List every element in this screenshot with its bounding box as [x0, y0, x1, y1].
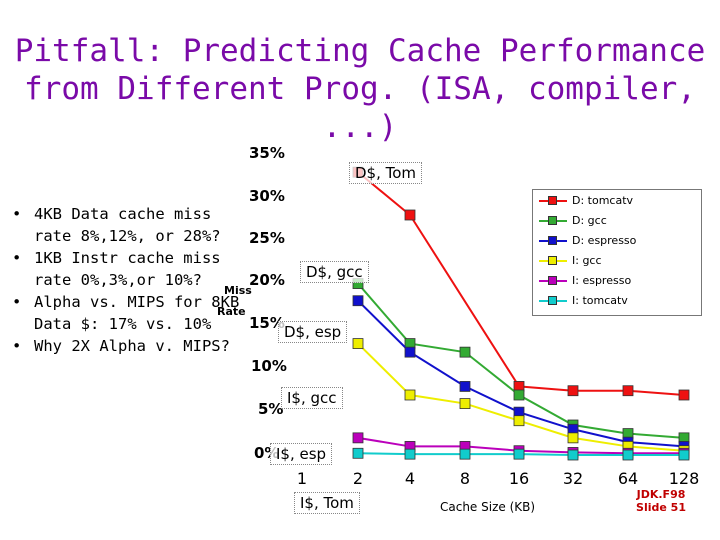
footer-slide-number: Slide 51 — [636, 501, 686, 514]
bullet-item: 4KB Data cache miss rate 8%,12%, or 28%? — [12, 203, 242, 247]
annotation-d-esp: D$, esp — [278, 321, 348, 343]
y-axis-label-miss: Miss — [224, 284, 252, 297]
series-point — [352, 447, 364, 459]
x-tick-label: 16 — [508, 469, 530, 488]
series-point — [404, 389, 416, 401]
series-point — [459, 346, 471, 358]
legend-label: D: tomcatv — [572, 194, 634, 207]
annotation-d-gcc: D$, gcc — [300, 261, 369, 283]
series-point — [459, 448, 471, 460]
y-tick-label: 35% — [249, 144, 285, 162]
series-point — [567, 449, 579, 461]
title-line-2: from Different Prog. (ISA, compiler, — [24, 71, 696, 107]
x-tick-label: 32 — [562, 469, 584, 488]
series-point — [678, 389, 690, 401]
series-point — [567, 432, 579, 444]
bullet-list: 4KB Data cache miss rate 8%,12%, or 28%?… — [12, 203, 242, 357]
y-tick-label: 5% — [258, 400, 284, 418]
series-point — [622, 385, 634, 397]
series-point — [622, 449, 634, 461]
legend-marker — [548, 276, 557, 285]
series-point — [513, 389, 525, 401]
title-line-1: Pitfall: Predicting Cache Performance — [14, 33, 706, 69]
series-point — [678, 449, 690, 461]
series-point — [567, 385, 579, 397]
legend-label: I: espresso — [572, 274, 632, 287]
series-point — [352, 338, 364, 349]
legend-marker — [548, 236, 557, 245]
chart-legend: D: tomcatv D: gcc D: espresso I: gcc I: … — [532, 189, 702, 316]
y-tick-label: 10% — [251, 357, 287, 375]
slide-title: Pitfall: Predicting Cache Performance fr… — [0, 32, 720, 146]
y-tick-label: 25% — [249, 229, 285, 247]
annotation-i-gcc: I$, gcc — [281, 387, 343, 409]
footer-course: JDK.F98 — [636, 488, 686, 501]
series-point — [404, 209, 416, 221]
x-tick-label: 2 — [352, 469, 364, 488]
series-line — [357, 171, 685, 396]
legend-label: I: tomcatv — [572, 294, 628, 307]
legend-marker — [548, 256, 557, 265]
annotation-i-esp: I$, esp — [270, 443, 333, 465]
legend-label: D: gcc — [572, 214, 607, 227]
x-tick-label: 128 — [668, 469, 700, 488]
annotation-d-tom: D$, Tom — [349, 162, 423, 184]
bullet-item: 1KB Instr cache miss rate 0%,3%,or 10%? — [12, 247, 242, 291]
legend-marker — [548, 196, 557, 205]
y-tick-label: 20% — [249, 271, 285, 289]
x-tick-label: 64 — [617, 469, 639, 488]
series-point — [352, 432, 364, 444]
bullet-item: Why 2X Alpha v. MIPS? — [12, 335, 242, 357]
bullet-item: Alpha vs. MIPS for 8KB Data $: 17% vs. 1… — [12, 291, 242, 335]
title-line-3: ...) — [322, 109, 398, 145]
legend-marker — [548, 296, 557, 305]
x-tick-label: 8 — [459, 469, 471, 488]
series-point — [459, 381, 471, 392]
series-point — [404, 448, 416, 460]
series-point — [513, 415, 525, 427]
y-tick-label: 15% — [249, 314, 285, 332]
legend-marker — [548, 216, 557, 225]
slide-footer: JDK.F98 Slide 51 — [632, 488, 690, 514]
y-axis-label-rate: Rate — [217, 305, 246, 318]
x-axis-label: Cache Size (KB) — [440, 500, 536, 514]
y-tick-label: 30% — [249, 187, 285, 205]
legend-label: D: espresso — [572, 234, 637, 247]
series-point — [352, 295, 364, 307]
x-tick-label: 4 — [404, 469, 416, 488]
series-point — [513, 448, 525, 460]
series-point — [459, 398, 471, 409]
legend-label: I: gcc — [572, 254, 602, 267]
annotation-i-tom: I$, Tom — [294, 492, 360, 514]
series-point — [404, 346, 416, 358]
x-tick-label: 1 — [296, 469, 308, 488]
